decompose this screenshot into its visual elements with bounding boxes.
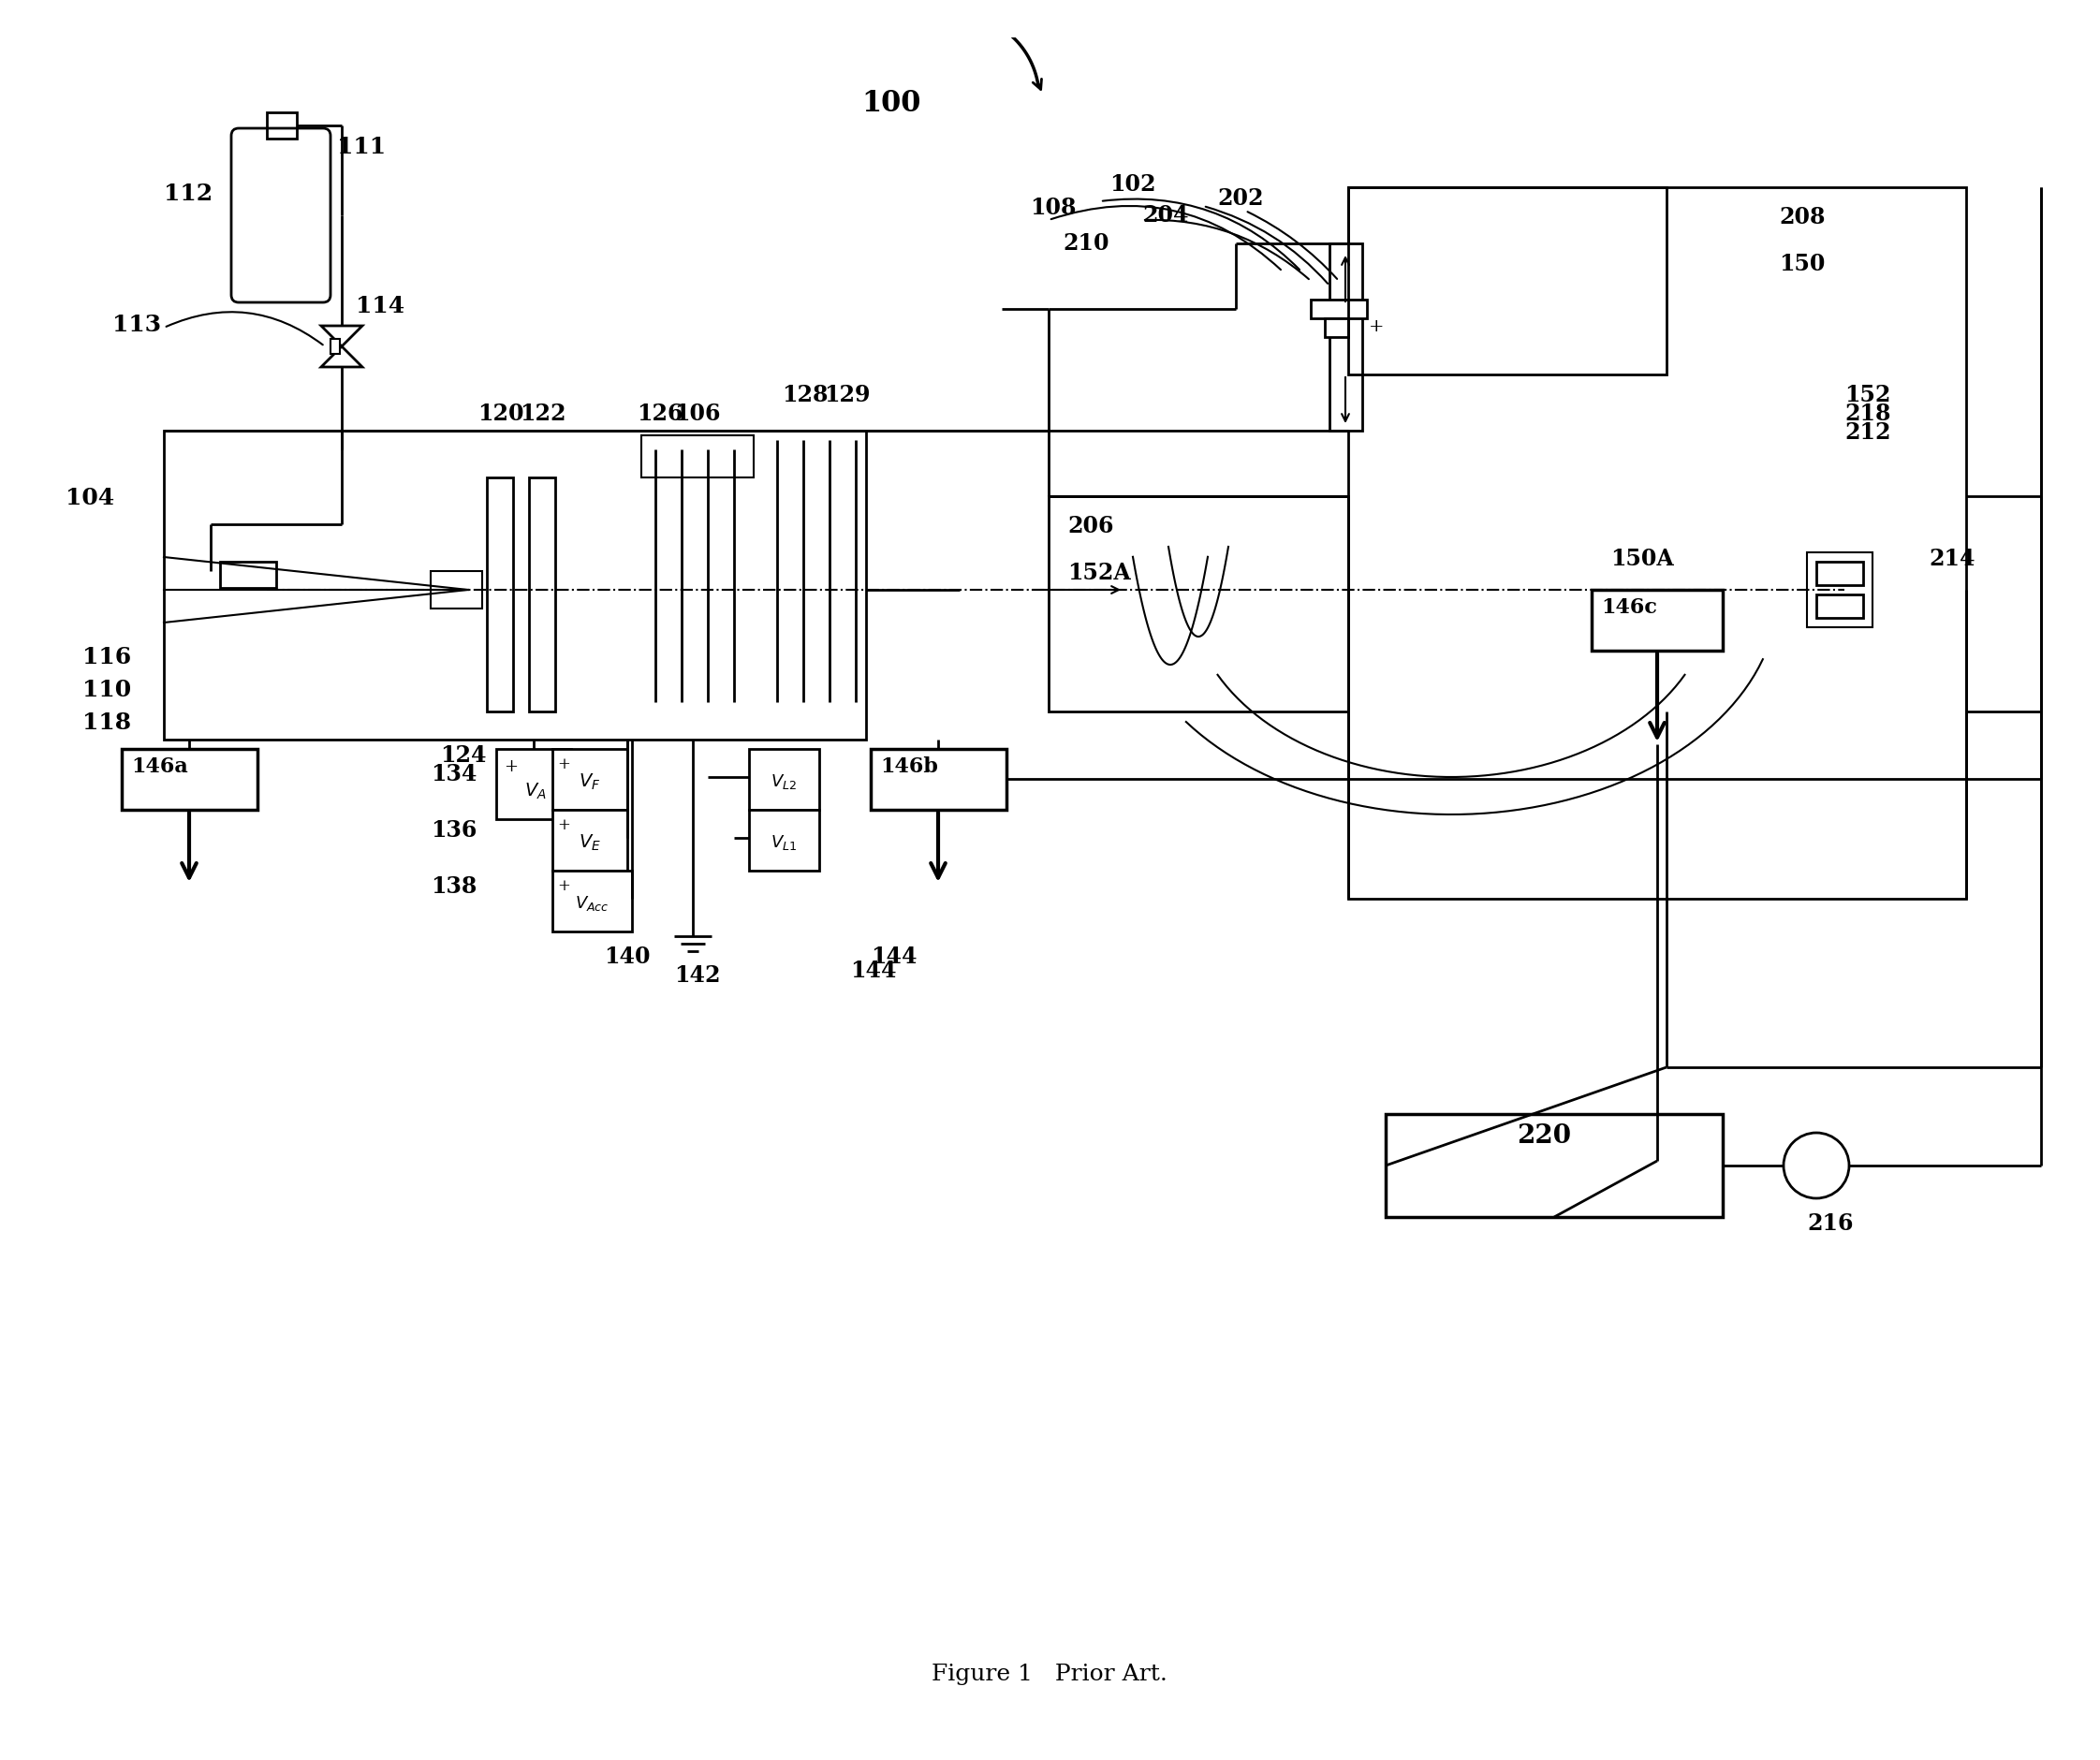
Text: 136: 136 — [430, 818, 477, 841]
Text: 214: 214 — [1928, 547, 1974, 570]
Text: 100: 100 — [861, 90, 920, 118]
Text: 146c: 146c — [1600, 597, 1657, 618]
Bar — [1310, 299, 1367, 319]
Text: 106: 106 — [674, 403, 720, 424]
Text: $V_{L2}$: $V_{L2}$ — [771, 773, 796, 790]
Bar — [552, 750, 628, 810]
Text: 150: 150 — [1779, 253, 1825, 275]
Text: 144: 144 — [851, 959, 897, 982]
Text: 212: 212 — [1844, 421, 1890, 444]
Bar — [872, 750, 1006, 810]
Bar — [1816, 595, 1863, 618]
Bar — [1592, 590, 1722, 651]
Bar — [1048, 496, 1348, 711]
Bar — [1348, 187, 1667, 375]
Text: 206: 206 — [1067, 516, 1113, 537]
Text: 220: 220 — [1516, 1123, 1571, 1149]
Text: 202: 202 — [1218, 187, 1264, 209]
Bar — [267, 113, 296, 139]
Polygon shape — [321, 347, 363, 368]
Bar — [1386, 1114, 1722, 1216]
Bar — [330, 340, 340, 354]
Text: 118: 118 — [82, 711, 130, 734]
Bar — [1329, 243, 1363, 431]
Text: 108: 108 — [1029, 197, 1075, 218]
Text: $V_E$: $V_E$ — [580, 832, 601, 852]
Text: 112: 112 — [164, 183, 212, 204]
Bar — [1816, 561, 1863, 584]
Bar — [496, 750, 571, 818]
Text: $V_{Acc}$: $V_{Acc}$ — [575, 894, 609, 913]
Bar — [640, 435, 754, 477]
Text: +: + — [504, 759, 519, 774]
Bar — [122, 750, 258, 810]
Text: 152: 152 — [1844, 384, 1890, 407]
Bar — [750, 750, 819, 810]
Text: 140: 140 — [605, 945, 651, 968]
Text: 129: 129 — [823, 384, 869, 407]
Bar — [552, 871, 632, 931]
Text: 120: 120 — [477, 403, 523, 424]
Bar — [1325, 319, 1348, 336]
Bar — [164, 431, 865, 739]
Bar — [529, 477, 554, 711]
Bar — [750, 810, 819, 871]
Text: 122: 122 — [519, 403, 567, 424]
Bar — [487, 477, 512, 711]
Text: 216: 216 — [1806, 1213, 1854, 1236]
Text: $V_{L1}$: $V_{L1}$ — [771, 832, 796, 852]
Text: 204: 204 — [1142, 204, 1189, 227]
Bar — [430, 570, 483, 609]
Text: 208: 208 — [1779, 206, 1825, 229]
Text: +: + — [556, 878, 569, 894]
Bar — [220, 561, 277, 588]
Text: 134: 134 — [430, 764, 477, 785]
Text: 126: 126 — [636, 403, 683, 424]
Bar — [1348, 187, 1966, 899]
Text: +: + — [556, 757, 569, 773]
Bar — [552, 810, 628, 871]
Text: 142: 142 — [674, 964, 720, 987]
Text: 104: 104 — [65, 488, 113, 509]
Text: 110: 110 — [82, 679, 130, 700]
Text: 218: 218 — [1844, 403, 1890, 424]
Text: 124: 124 — [441, 744, 487, 767]
Text: 114: 114 — [355, 296, 405, 317]
Text: $V_A$: $V_A$ — [525, 781, 546, 801]
Text: 138: 138 — [430, 875, 477, 898]
Text: 116: 116 — [82, 646, 130, 669]
Text: 144: 144 — [872, 945, 918, 968]
Text: 152A: 152A — [1067, 561, 1130, 584]
FancyBboxPatch shape — [231, 128, 330, 303]
Bar — [1806, 553, 1873, 627]
Text: 102: 102 — [1109, 172, 1155, 195]
Text: Figure 1   Prior Art.: Figure 1 Prior Art. — [932, 1663, 1168, 1684]
Text: 128: 128 — [781, 384, 827, 407]
Text: 210: 210 — [1063, 232, 1109, 255]
Text: 146b: 146b — [880, 757, 939, 776]
Text: 146a: 146a — [130, 757, 189, 776]
Text: 150A: 150A — [1611, 547, 1674, 570]
Text: +: + — [556, 817, 569, 832]
Text: +: + — [1369, 319, 1384, 334]
Text: 113: 113 — [111, 313, 162, 336]
Text: 111: 111 — [336, 136, 386, 158]
Text: $V_F$: $V_F$ — [580, 771, 601, 792]
Polygon shape — [321, 326, 363, 347]
